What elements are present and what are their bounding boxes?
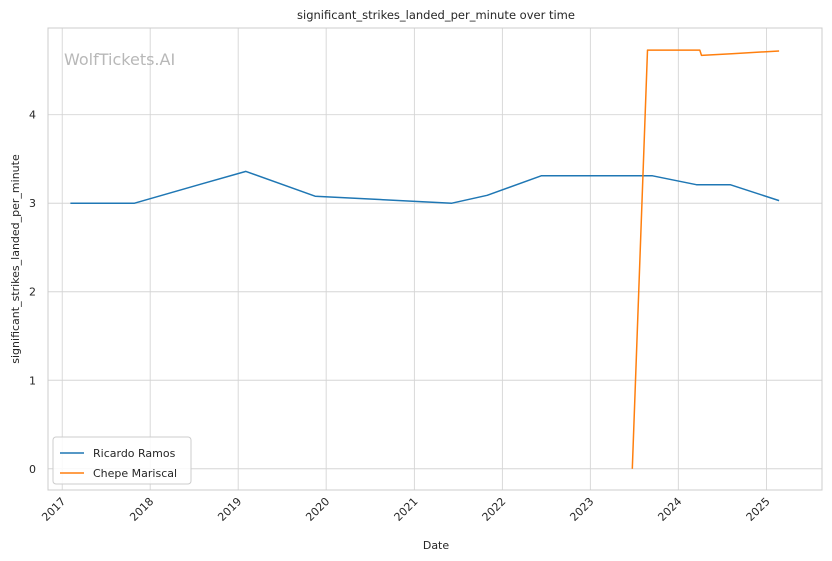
x-axis-label: Date bbox=[423, 539, 450, 552]
watermark-text: WolfTickets.AI bbox=[64, 50, 175, 69]
plot-frame bbox=[47, 27, 823, 491]
chart-title: significant_strikes_landed_per_minute ov… bbox=[297, 8, 575, 22]
series-line-chepe-mariscal bbox=[631, 49, 780, 469]
legend-box bbox=[52, 436, 192, 485]
legend-label-chepe-mariscal: Chepe Mariscal bbox=[93, 467, 177, 480]
legend: Ricardo Ramos Chepe Mariscal bbox=[52, 436, 192, 485]
legend-label-ricardo-ramos: Ricardo Ramos bbox=[93, 447, 176, 460]
y-tick-label: 1 bbox=[29, 374, 36, 387]
series-line-ricardo-ramos bbox=[70, 170, 780, 204]
y-tick-label: 0 bbox=[29, 463, 36, 476]
y-axis-label: significant_strikes_landed_per_minute bbox=[9, 154, 22, 364]
y-tick-label: 4 bbox=[29, 109, 36, 122]
y-tick-label: 2 bbox=[29, 286, 36, 299]
y-tick-label: 3 bbox=[29, 197, 36, 210]
